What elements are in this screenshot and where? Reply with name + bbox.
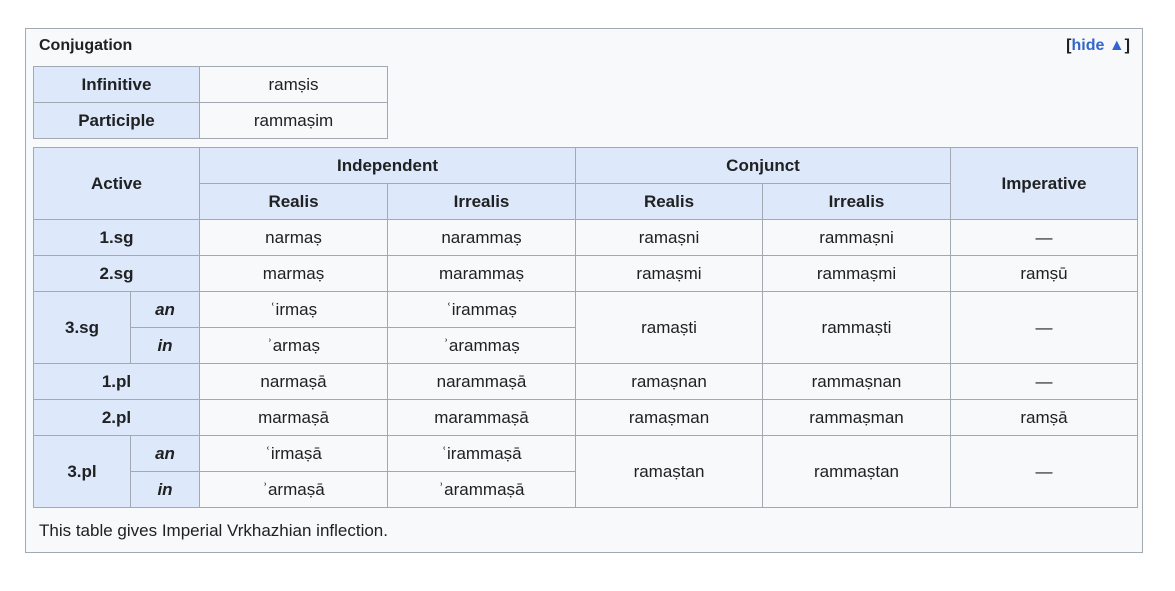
table-cell: ramaṣmi xyxy=(575,255,763,292)
table-cell: ramaṣnan xyxy=(575,363,763,400)
imperative-header: Imperative xyxy=(950,147,1138,220)
table-cell: — xyxy=(950,435,1138,508)
table-footnote: This table gives Imperial Vrkhazhian inf… xyxy=(39,521,388,540)
row-label: 1.sg xyxy=(33,219,200,256)
box-title: Conjugation xyxy=(39,37,133,54)
table-cell: ramṣū xyxy=(950,255,1138,292)
table-header-row: Active Independent Conjunct Imperative xyxy=(33,147,1138,220)
table-cell: rammaṣni xyxy=(762,219,951,256)
table-cell: rammaṣmi xyxy=(762,255,951,292)
irrealis-header: Irrealis xyxy=(387,183,576,220)
hide-link[interactable]: hide ▲ xyxy=(1071,37,1125,54)
table-row: 1.sg narmaṣ narammaṣ ramaṣni rammaṣni — xyxy=(33,219,1138,256)
table-row: 3.pl an ʿirmaṣā ʿirammaṣā ramaṣtan ramma… xyxy=(33,435,1138,508)
table-header-row: Realis Irrealis Realis Irrealis xyxy=(34,183,1138,220)
irrealis-header: Irrealis xyxy=(762,183,951,220)
row-label: 3.sg xyxy=(33,291,131,364)
row-label: 3.pl xyxy=(33,435,131,508)
form-label: Infinitive xyxy=(33,66,200,103)
conjunct-header: Conjunct xyxy=(575,147,951,184)
forms-table: Infinitive ramṣis Participle rammaṣim xyxy=(33,66,388,139)
table-cell: marmaṣā xyxy=(199,399,388,436)
row-label: 2.pl xyxy=(33,399,200,436)
table-cell: marammaṣ xyxy=(387,255,576,292)
table-cell: ramaṣti xyxy=(575,291,763,364)
toggle-bracket-open: [ xyxy=(1066,37,1072,54)
conjugation-table: Active Independent Conjunct Imperative R… xyxy=(33,147,1138,508)
table-cell: narammaṣ xyxy=(387,219,576,256)
table-cell: narammaṣā xyxy=(387,363,576,400)
table-cell: rammaṣti xyxy=(762,291,951,364)
table-row: Infinitive ramṣis xyxy=(33,66,388,103)
table-row: 3.sg an ʿirmaṣ ʿirammaṣ ramaṣti rammaṣti… xyxy=(33,291,1138,364)
animate-label: an xyxy=(130,291,200,328)
row-label: 2.sg xyxy=(33,255,200,292)
table-cell: ʾarmaṣā xyxy=(199,471,388,508)
table-cell: — xyxy=(950,219,1138,256)
independent-header: Independent xyxy=(199,147,576,184)
table-cell: ʿirammaṣ xyxy=(387,291,576,328)
conjugation-box: Conjugation [hide ▲] Infinitive ramṣis P… xyxy=(25,28,1143,553)
table-cell: — xyxy=(950,291,1138,364)
table-cell: ramaṣni xyxy=(575,219,763,256)
form-value: ramṣis xyxy=(199,66,388,103)
table-row: Participle rammaṣim xyxy=(33,102,388,139)
realis-header: Realis xyxy=(575,183,763,220)
table-cell: rammaṣman xyxy=(762,399,951,436)
table-cell: ʾarammaṣ xyxy=(387,327,576,364)
table-row: 2.pl marmaṣā marammaṣā ramaṣman rammaṣma… xyxy=(33,399,1138,436)
table-cell: rammaṣnan xyxy=(762,363,951,400)
table-cell: — xyxy=(950,363,1138,400)
hide-toggle: [hide ▲] xyxy=(1066,37,1130,55)
row-label: 1.pl xyxy=(33,363,200,400)
inanimate-label: in xyxy=(130,327,200,364)
table-row: 2.sg marmaṣ marammaṣ ramaṣmi rammaṣmi ra… xyxy=(33,255,1138,292)
table-cell: narmaṣā xyxy=(199,363,388,400)
table-cell: marmaṣ xyxy=(199,255,388,292)
table-cell: marammaṣā xyxy=(387,399,576,436)
animate-label: an xyxy=(130,435,200,472)
table-cell: rammaṣtan xyxy=(762,435,951,508)
table-cell: ramṣā xyxy=(950,399,1138,436)
realis-header: Realis xyxy=(199,183,388,220)
table-row: in ʾarmaṣ ʾarammaṣ xyxy=(34,327,1138,364)
table-cell: ramaṣman xyxy=(575,399,763,436)
corner-header: Active xyxy=(33,147,200,220)
table-cell: ʾarmaṣ xyxy=(199,327,388,364)
inanimate-label: in xyxy=(130,471,200,508)
form-value: rammaṣim xyxy=(199,102,388,139)
form-label: Participle xyxy=(33,102,200,139)
table-cell: ʾarammaṣā xyxy=(387,471,576,508)
table-cell: ramaṣtan xyxy=(575,435,763,508)
table-cell: ʿirmaṣā xyxy=(199,435,388,472)
table-cell: ʿirammaṣā xyxy=(387,435,576,472)
toggle-bracket-close: ] xyxy=(1124,37,1130,54)
table-cell: narmaṣ xyxy=(199,219,388,256)
table-row: 1.pl narmaṣā narammaṣā ramaṣnan rammaṣna… xyxy=(33,363,1138,400)
table-cell: ʿirmaṣ xyxy=(199,291,388,328)
table-row: in ʾarmaṣā ʾarammaṣā xyxy=(34,471,1138,508)
